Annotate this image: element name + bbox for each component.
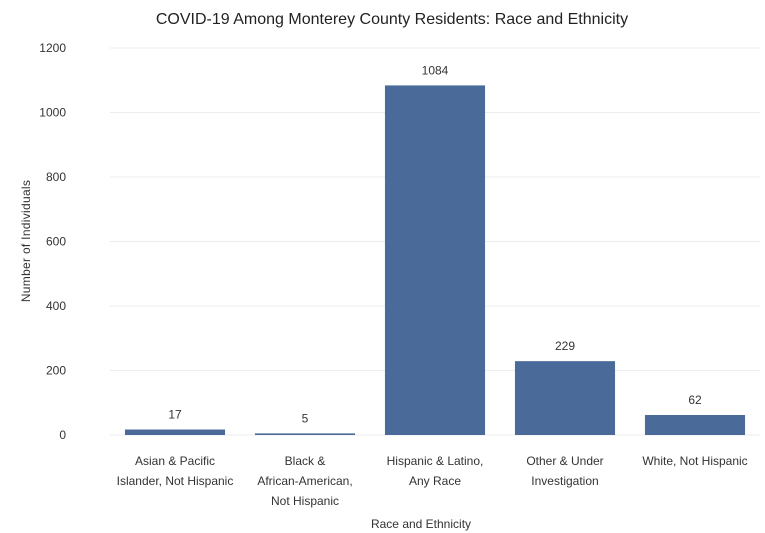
category-label: Hispanic & Latino, Any Race	[387, 454, 484, 488]
bars	[124, 85, 746, 435]
category-label-line: White, Not Hispanic	[642, 454, 747, 468]
chart-title: COVID-19 Among Monterey County Residents…	[156, 11, 628, 28]
y-tick-label: 600	[46, 235, 66, 249]
category-label: Black & African-American, Not Hispanic	[257, 454, 352, 508]
bar	[644, 415, 746, 435]
category-label: White, Not Hispanic	[642, 454, 747, 468]
category-label: Asian & Pacific Islander, Not Hispanic	[117, 454, 234, 488]
y-tick-label: 0	[59, 428, 66, 442]
y-axis-ticks: 0 200 400 600 800 1000 1200	[39, 41, 66, 442]
category-label-line: Other & Under	[526, 454, 603, 468]
bar	[514, 361, 616, 435]
data-label: 5	[302, 411, 309, 425]
y-tick-label: 1000	[39, 106, 66, 120]
bar	[384, 85, 486, 435]
data-label: 17	[168, 408, 182, 422]
y-tick-label: 1200	[39, 41, 66, 55]
data-labels: 17 5 1084 229 62	[168, 63, 702, 425]
y-tick-label: 800	[46, 170, 66, 184]
category-label-line: Not Hispanic	[271, 494, 339, 508]
category-label-line: African-American,	[257, 474, 352, 488]
category-label-line: Any Race	[409, 474, 461, 488]
y-tick-label: 400	[46, 299, 66, 313]
data-label: 62	[688, 393, 702, 407]
category-label-line: Investigation	[531, 474, 598, 488]
bar	[124, 429, 226, 435]
bar	[254, 433, 356, 435]
y-axis-label: Number of Individuals	[19, 180, 33, 302]
data-label: 1084	[422, 63, 449, 77]
x-axis-categories: Asian & Pacific Islander, Not Hispanic Bla…	[117, 454, 748, 508]
category-label: Other & Under Investigation	[526, 454, 603, 488]
category-label-line: Hispanic & Latino,	[387, 454, 484, 468]
category-label-line: Asian & Pacific	[135, 454, 215, 468]
category-label-line: Islander, Not Hispanic	[117, 474, 234, 488]
category-label-line: Black &	[285, 454, 326, 468]
x-axis-label: Race and Ethnicity	[371, 517, 471, 531]
y-tick-label: 200	[46, 364, 66, 378]
data-label: 229	[555, 339, 575, 353]
